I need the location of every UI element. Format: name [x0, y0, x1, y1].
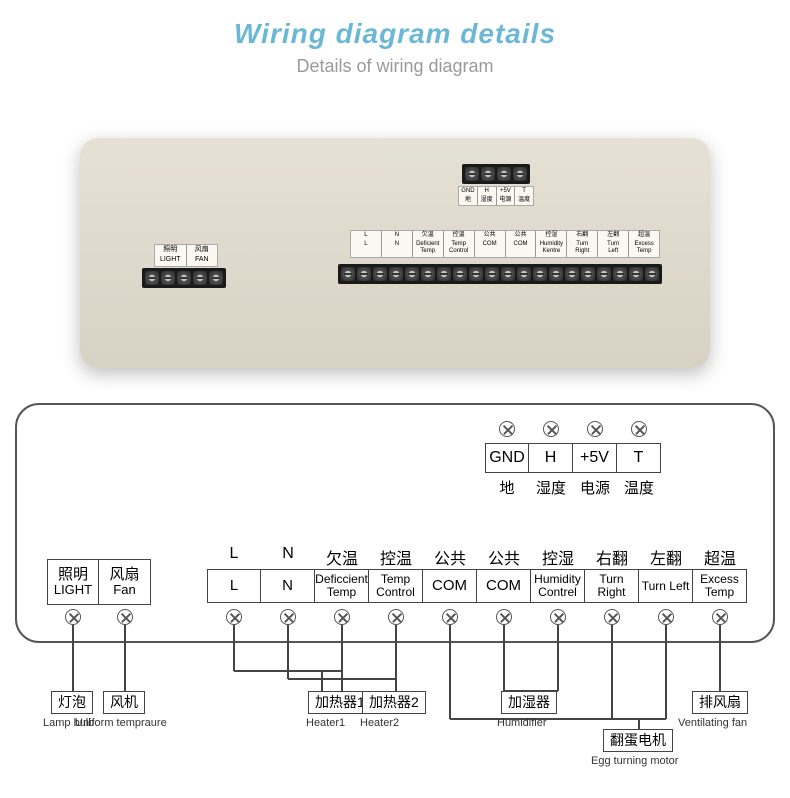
sensor-terminal-label: H — [529, 443, 573, 473]
sensor-terminal-circle — [631, 421, 647, 437]
side-terminal-circle — [65, 609, 81, 625]
sensor-terminal-circle — [543, 421, 559, 437]
main-header-cn: 欠温 — [315, 545, 369, 569]
device-box: 加湿器 — [501, 691, 557, 714]
main-terminal-circle — [658, 609, 674, 625]
main-header-cn: 超温 — [693, 545, 747, 569]
device-box: 翻蛋电机 — [603, 729, 673, 752]
sensor-terminal-cn: 地 — [485, 477, 529, 498]
page-subtitle: Details of wiring diagram — [0, 56, 790, 77]
main-terminal-block: LNDeficcient TempTemp ControlCOMCOMHumid… — [207, 569, 747, 603]
sensor-terminal-label: +5V — [573, 443, 617, 473]
device-box: 排风扇 — [692, 691, 748, 714]
side-terminal-block: 照明LIGHT风扇Fan — [47, 559, 151, 605]
side-terminal-label: 照明LIGHT — [47, 559, 99, 605]
controller-photo: 照明风扇 LIGHTFAN GNDH+5VT 地湿度电源温度 LN欠温控温 公共… — [80, 138, 710, 368]
terminal-strip-main — [338, 264, 662, 284]
main-terminal-circle — [496, 609, 512, 625]
main-header-cn: L — [207, 545, 261, 569]
main-header-cn: 公共 — [477, 545, 531, 569]
main-terminal-label: Excess Temp — [693, 569, 747, 603]
main-terminal-circle — [442, 609, 458, 625]
main-header-cn: N — [261, 545, 315, 569]
main-header-cn: 控温 — [369, 545, 423, 569]
main-terminal-circle — [226, 609, 242, 625]
device-en-label: Heater2 — [360, 717, 399, 729]
sensor-terminal-cn: 电源 — [573, 477, 617, 498]
wiring-diagram: GNDH+5VT地湿度电源温度 照明LIGHT风扇Fan LN欠温控温公共公共控… — [15, 403, 775, 773]
main-terminal-label: N — [261, 569, 315, 603]
main-terminal-circle — [280, 609, 296, 625]
main-terminal-circle — [334, 609, 350, 625]
terminal-strip-sensor — [462, 164, 530, 184]
panel-outline — [15, 403, 775, 643]
main-terminal-label: Humidity Contrel — [531, 569, 585, 603]
main-header-cn: 公共 — [423, 545, 477, 569]
main-terminal-circle — [604, 609, 620, 625]
main-header-labels: LN欠温控温公共公共控湿右翻左翻超温 — [207, 545, 747, 569]
device-en-label: Ventilating fan — [678, 717, 747, 729]
device-en-label: Egg turning motor — [591, 755, 678, 767]
device-en-label: Humidifier — [497, 717, 547, 729]
device-en-label: Heater1 — [306, 717, 345, 729]
main-header-cn: 左翻 — [639, 545, 693, 569]
main-terminal-circle — [388, 609, 404, 625]
side-terminal-circle — [117, 609, 133, 625]
main-terminal-label: Deficcient Temp — [315, 569, 369, 603]
main-terminal-label: L — [207, 569, 261, 603]
main-terminal-label: Temp Control — [369, 569, 423, 603]
sensor-terminal-circle — [499, 421, 515, 437]
main-terminal-label: COM — [477, 569, 531, 603]
sensor-terminal-circle — [587, 421, 603, 437]
sensor-terminal-label: GND — [485, 443, 529, 473]
main-terminal-circle — [550, 609, 566, 625]
sensor-terminal-block: GNDH+5VT 地湿度电源温度 — [485, 421, 661, 498]
page-title: Wiring diagram details — [0, 18, 790, 50]
device-en-label: Uniform tempraure — [75, 717, 167, 729]
device-box: 加热器2 — [362, 691, 426, 714]
main-header-cn: 控湿 — [531, 545, 585, 569]
terminal-strip-side — [142, 268, 226, 288]
main-terminal-circle — [712, 609, 728, 625]
side-terminal-circles — [47, 609, 151, 625]
main-terminal-circles — [207, 609, 747, 625]
side-terminal-label: 风扇Fan — [99, 559, 151, 605]
device-box: 灯泡 — [51, 691, 93, 714]
main-terminal-label: Turn Left — [639, 569, 693, 603]
main-terminal-label: COM — [423, 569, 477, 603]
sensor-terminal-label: T — [617, 443, 661, 473]
device-box: 风机 — [103, 691, 145, 714]
main-terminal-label: Turn Right — [585, 569, 639, 603]
sensor-terminal-cn: 温度 — [617, 477, 661, 498]
main-header-cn: 右翻 — [585, 545, 639, 569]
sensor-terminal-cn: 湿度 — [529, 477, 573, 498]
